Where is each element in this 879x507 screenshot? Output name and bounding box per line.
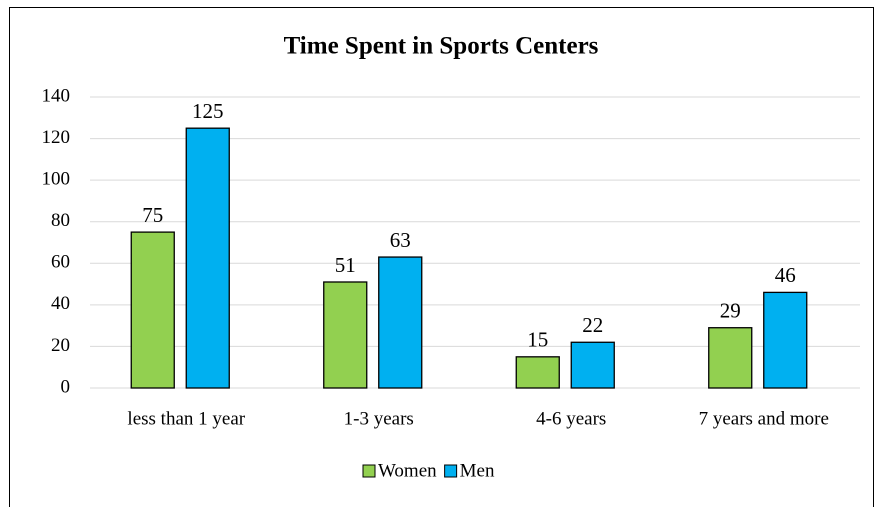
y-tick-label: 60 [51,252,70,273]
value-label: 125 [192,99,224,123]
bar [570,341,615,389]
legend-swatch [362,464,376,478]
value-label: 46 [775,263,796,287]
value-label: 29 [720,299,741,323]
bar [185,127,230,389]
y-tick-label: 100 [42,169,71,190]
bar [323,281,368,389]
y-tick-label: 40 [51,293,70,314]
y-tick-label: 20 [51,335,70,356]
y-tick-label: 140 [42,85,71,106]
bar [708,327,753,389]
x-tick-label: 4-6 years [536,408,606,429]
legend-label: Women [378,460,437,481]
chart-title: Time Spent in Sports Centers [284,33,599,60]
bar [763,291,808,389]
x-tick-label: 7 years and more [699,408,829,429]
y-tick-label: 0 [61,376,71,397]
value-label: 63 [390,228,411,252]
x-tick-label: less than 1 year [127,408,245,429]
legend-label: Men [460,460,495,481]
x-tick-label: 1-3 years [344,408,414,429]
y-tick-label: 120 [42,127,71,148]
y-tick-label: 80 [51,210,70,231]
bar [378,256,423,389]
legend-swatch [444,464,458,478]
bar [130,231,175,389]
bar [515,356,560,389]
value-label: 15 [527,328,548,352]
value-label: 22 [582,313,603,337]
value-label: 51 [335,253,356,277]
value-label: 75 [142,203,163,227]
